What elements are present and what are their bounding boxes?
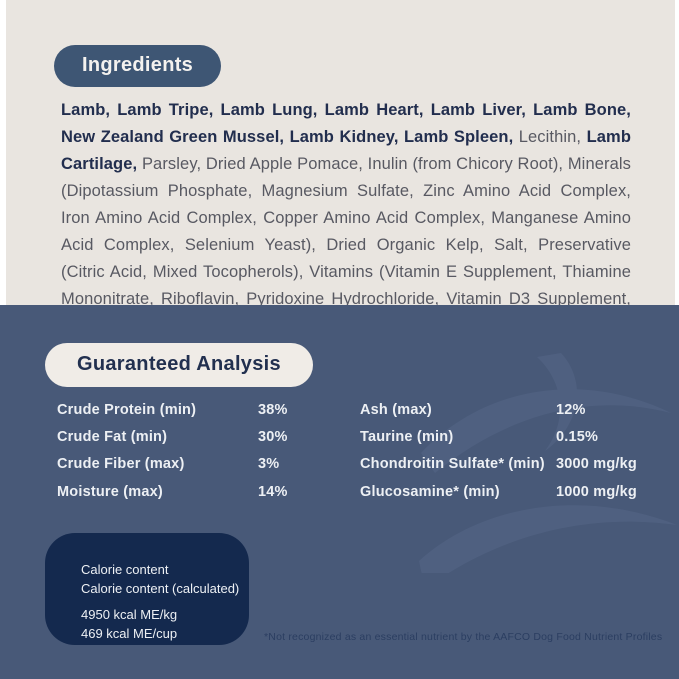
analysis-row: Crude Protein (min) 38% [57,396,357,423]
analysis-value: 1000 mg/kg [556,483,637,500]
analysis-value: 0.15% [556,429,599,446]
ingredient-segment: Lecithin, [518,128,587,146]
calorie-line: Calorie content [81,562,169,577]
analysis-row: Moisture (max) 14% [57,478,357,505]
analysis-row: Taurine (min) 0.15% [360,423,660,450]
analysis-row: Crude Fiber (max) 3% [57,451,357,478]
aafco-footnote: *Not recognized as an essential nutrient… [264,631,663,643]
calorie-values: 4950 kcal ME/kg 469 kcal ME/cup [81,605,249,643]
ingredient-segment: Parsley, Dried Apple Pomace, Inulin (fro… [61,155,631,335]
calorie-lines: Calorie content Calorie content (calculat… [81,560,249,598]
ingredients-title-pill: Ingredients [54,45,222,87]
analysis-label: Chondroitin Sulfate* (min) [360,456,545,473]
analysis-value: 14% [258,483,288,500]
analysis-title-pill: Guaranteed Analysis [45,343,313,387]
analysis-value: 38% [258,401,288,418]
ingredients-section: Ingredients Lamb, Lamb Tripe, Lamb Lung,… [6,0,675,335]
ingredients-title: Ingredients [82,54,194,76]
analysis-value: 12% [556,401,586,418]
ingredient-segment: Lamb, Lamb Tripe, Lamb Lung, Lamb Heart,… [61,101,631,146]
analysis-label: Glucosamine* (min) [360,483,500,500]
analysis-title: Guaranteed Analysis [77,353,281,375]
calorie-content-box: Calorie content Calorie content (calculat… [45,533,249,645]
ingredient-segment: Lamb Cartilage, [61,128,631,173]
calorie-line: 469 kcal ME/cup [81,626,178,641]
analysis-col-right: Ash (max) 12% Taurine (min) 0.15% Chondroiti… [360,396,660,506]
calorie-line: 4950 kcal ME/kg [81,607,178,622]
analysis-label: Moisture (max) [57,483,163,500]
ingredients-text: Lamb, Lamb Tripe, Lamb Lung, Lamb Heart,… [61,97,631,340]
calorie-line: Calorie content (calculated) [81,581,240,596]
analysis-label: Taurine (min) [360,429,454,446]
analysis-label: Ash (max) [360,401,432,418]
guaranteed-analysis-section: Guaranteed Analysis Crude Protein (min) 3… [0,305,679,679]
analysis-label: Crude Fat (min) [57,429,168,446]
analysis-label: Crude Fiber (max) [57,456,185,473]
analysis-row: Chondroitin Sulfate* (min) 3000 mg/kg [360,451,660,478]
analysis-row: Ash (max) 12% [360,396,660,423]
analysis-value: 3% [258,456,280,473]
analysis-value: 3000 mg/kg [556,456,637,473]
analysis-row: Crude Fat (min) 30% [57,423,357,450]
analysis-col-left: Crude Protein (min) 38% Crude Fat (min) 30%… [57,396,357,506]
analysis-row: Glucosamine* (min) 1000 mg/kg [360,478,660,505]
analysis-label: Crude Protein (min) [57,401,197,418]
analysis-value: 30% [258,429,288,446]
